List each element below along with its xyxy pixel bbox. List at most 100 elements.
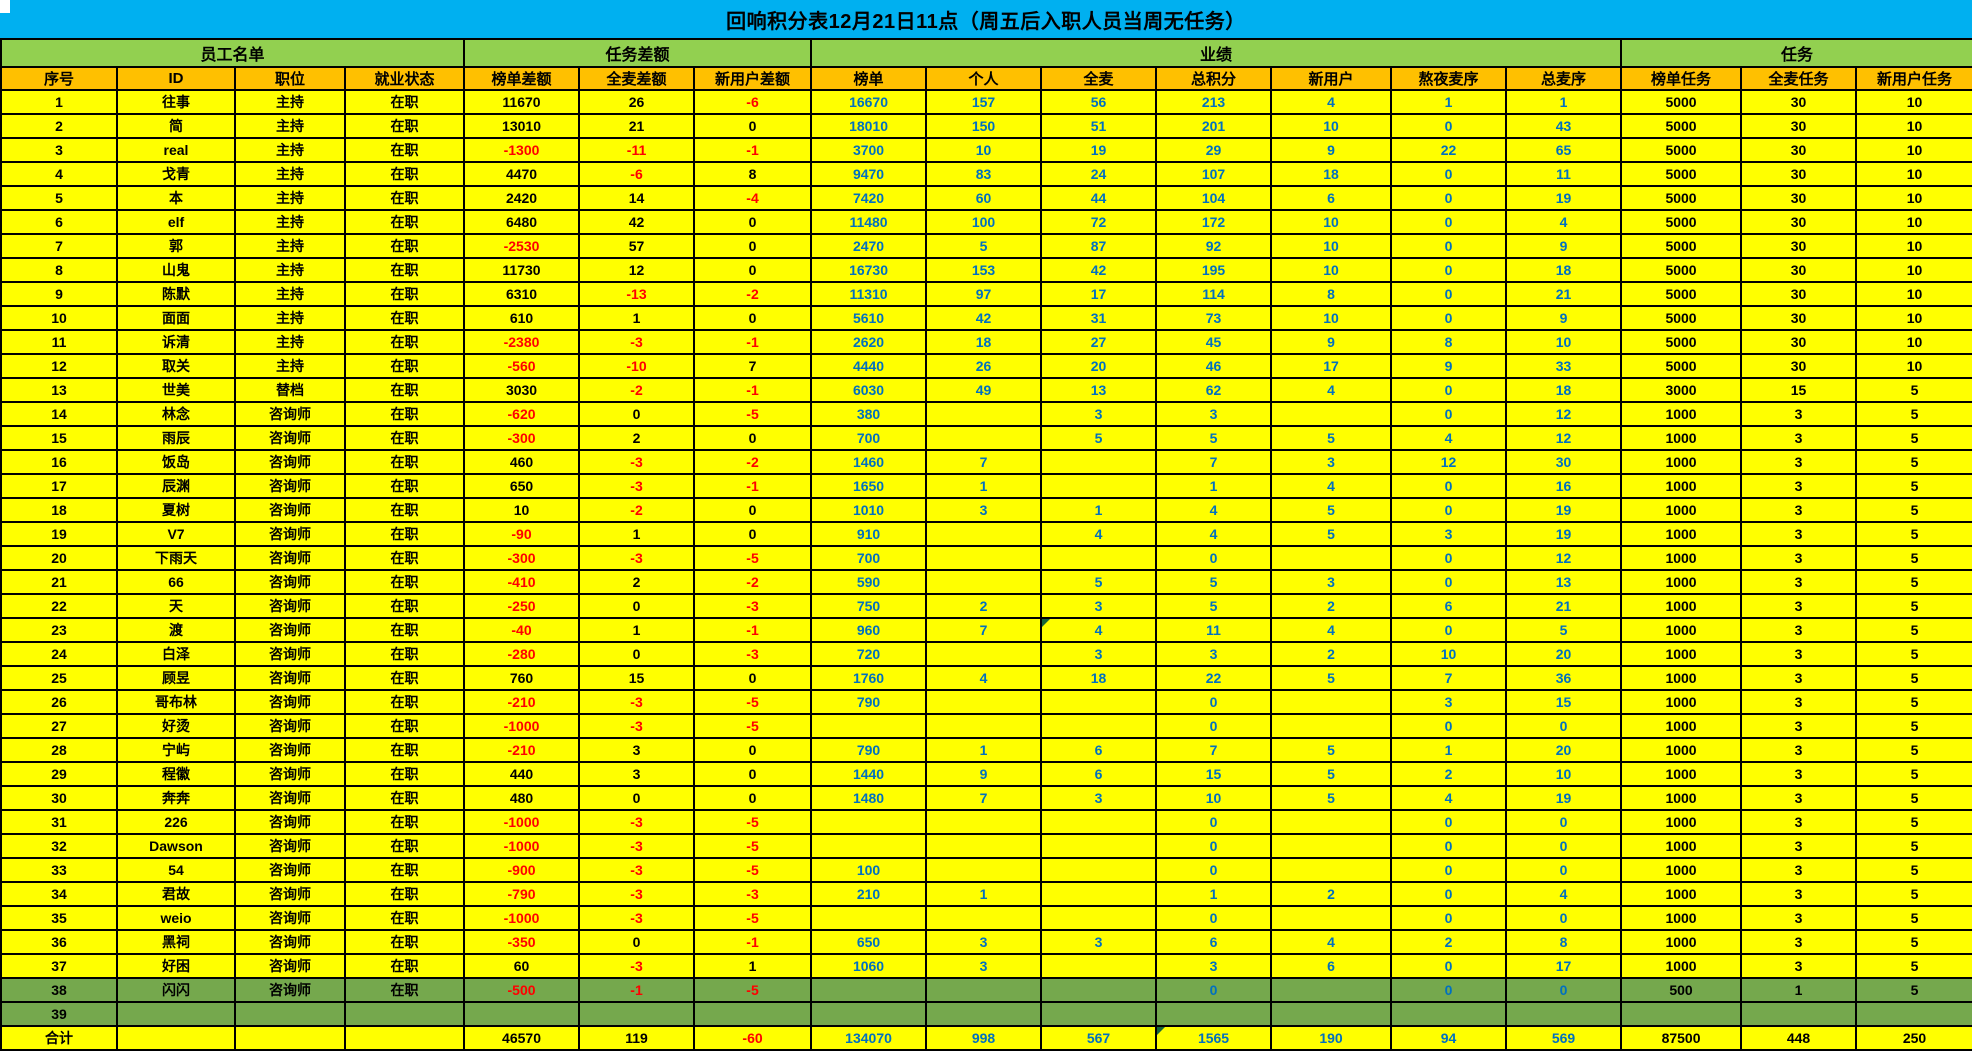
cell-board[interactable]: 5610 [810,305,928,331]
cell-wheat[interactable]: 20 [1040,353,1158,379]
cell-total-mic[interactable]: 43 [1505,113,1623,139]
cell-seq[interactable]: 20 [0,545,118,571]
cell-newuser-diff[interactable]: -1 [693,377,813,403]
cell-new-users[interactable]: 4 [1270,377,1393,403]
cell-new-users[interactable]: 6 [1270,185,1393,211]
cell-status[interactable]: 在职 [343,353,466,379]
cell-status[interactable]: 在职 [343,713,466,739]
cell-personal[interactable] [925,425,1043,451]
cell-total-points[interactable]: 11 [1155,617,1273,643]
cell-total-points[interactable]: 213 [1155,89,1273,115]
cell-seq[interactable]: 27 [0,713,118,739]
cell-total-mic[interactable]: 19 [1505,521,1623,547]
cell-wheat-diff[interactable]: -1 [578,977,696,1003]
cell-wheat[interactable]: 4 [1040,617,1158,643]
cell-board-diff[interactable]: 610 [463,305,581,331]
cell-newuser-task[interactable]: 5 [1855,953,1972,979]
cell-board-task[interactable]: 1000 [1620,857,1743,883]
cell-status[interactable]: 在职 [343,545,466,571]
cell-board-task[interactable]: 1000 [1620,593,1743,619]
cell-personal[interactable]: 4 [925,665,1043,691]
cell-total-mic[interactable]: 0 [1505,833,1623,859]
cell-board[interactable]: 11480 [810,209,928,235]
cell-new-users[interactable]: 5 [1270,521,1393,547]
cell-total-mic[interactable]: 15 [1505,689,1623,715]
cell-wheat-diff[interactable]: 42 [578,209,696,235]
cell-board[interactable] [810,977,928,1003]
cell-personal[interactable]: 3 [925,953,1043,979]
cell-total-mic[interactable]: 8 [1505,929,1623,955]
cell-newuser-task[interactable]: 10 [1855,353,1972,379]
cell-latenight-mic[interactable]: 0 [1390,953,1508,979]
cell-new-users[interactable]: 5 [1270,497,1393,523]
cell-wheat[interactable] [1040,713,1158,739]
cell-board-diff[interactable]: -560 [463,353,581,379]
cell-latenight-mic[interactable]: 1 [1390,89,1508,115]
cell-wheat-diff[interactable]: 14 [578,185,696,211]
cell-total-mic[interactable]: 19 [1505,785,1623,811]
cell-personal[interactable] [925,713,1043,739]
cell-status[interactable]: 在职 [343,137,466,163]
cell-id[interactable]: 往事 [116,89,236,115]
cell-position[interactable]: 咨询师 [234,737,346,763]
cell-total-mic[interactable]: 19 [1505,497,1623,523]
sheet-title[interactable]: 回响积分表12月21日11点（周五后入职人员当周无任务） [0,0,1972,38]
cell-new-users[interactable]: 10 [1270,233,1393,259]
cell-position[interactable]: 咨询师 [234,497,346,523]
cell-wheat-task[interactable]: 3 [1740,689,1858,715]
cell-id[interactable]: 雨辰 [116,425,236,451]
cell-board[interactable] [810,905,928,931]
cell-id[interactable]: 陈默 [116,281,236,307]
cell-position[interactable]: 咨询师 [234,689,346,715]
cell-wheat-task[interactable]: 3 [1740,521,1858,547]
cell-new-users[interactable] [1270,857,1393,883]
cell-total-mic[interactable]: 30 [1505,449,1623,475]
cell-total-points[interactable]: 0 [1155,833,1273,859]
cell-board-diff[interactable]: -620 [463,401,581,427]
cell-personal[interactable]: 7 [925,785,1043,811]
cell-board[interactable] [810,809,928,835]
cell-total-points[interactable]: 172 [1155,209,1273,235]
cell-newuser-task[interactable]: 10 [1855,137,1972,163]
cell-seq[interactable]: 25 [0,665,118,691]
cell-seq[interactable]: 10 [0,305,118,331]
cell-new-users[interactable]: 3 [1270,449,1393,475]
cell-newuser-diff[interactable]: -5 [693,689,813,715]
column-header-total-mic[interactable]: 总麦序 [1505,66,1623,91]
group-header[interactable]: 业绩 [810,38,1623,68]
cell-wheat-task[interactable]: 3 [1740,929,1858,955]
cell-seq[interactable]: 8 [0,257,118,283]
cell-board[interactable]: 4440 [810,353,928,379]
cell-personal[interactable]: 83 [925,161,1043,187]
cell-seq[interactable]: 35 [0,905,118,931]
cell-board-task[interactable]: 1000 [1620,809,1743,835]
cell-total-points[interactable]: 201 [1155,113,1273,139]
column-header-wheat[interactable]: 全麦 [1040,66,1158,91]
column-header-new-users[interactable]: 新用户 [1270,66,1393,91]
cell-board-diff[interactable]: 2420 [463,185,581,211]
cell-board-diff[interactable]: 6480 [463,209,581,235]
cell-latenight-mic[interactable]: 12 [1390,449,1508,475]
cell-wheat-task[interactable]: 3 [1740,737,1858,763]
cell-latenight-mic[interactable]: 10 [1390,641,1508,667]
cell-personal[interactable]: 60 [925,185,1043,211]
cell-newuser-diff[interactable]: -4 [693,185,813,211]
cell-newuser-task[interactable]: 5 [1855,641,1972,667]
cell-id[interactable]: 黑祠 [116,929,236,955]
cell-total-mic[interactable]: 4 [1505,881,1623,907]
cell-wheat-task[interactable]: 30 [1740,185,1858,211]
cell-wheat-diff[interactable]: 26 [578,89,696,115]
cell-wheat-diff[interactable]: 1 [578,305,696,331]
cell-personal[interactable] [925,689,1043,715]
cell-position[interactable]: 主持 [234,305,346,331]
cell-new-users[interactable] [1270,977,1393,1003]
column-header-board-diff[interactable]: 榜单差额 [463,66,581,91]
cell-seq[interactable]: 39 [0,1001,118,1027]
cell-position[interactable]: 主持 [234,89,346,115]
cell-total-mic[interactable]: 36 [1505,665,1623,691]
cell-board[interactable]: 1440 [810,761,928,787]
cell-seq[interactable]: 15 [0,425,118,451]
cell-personal[interactable]: 1 [925,881,1043,907]
cell-total-points[interactable]: 0 [1155,977,1273,1003]
cell-latenight-mic[interactable]: 9 [1390,353,1508,379]
